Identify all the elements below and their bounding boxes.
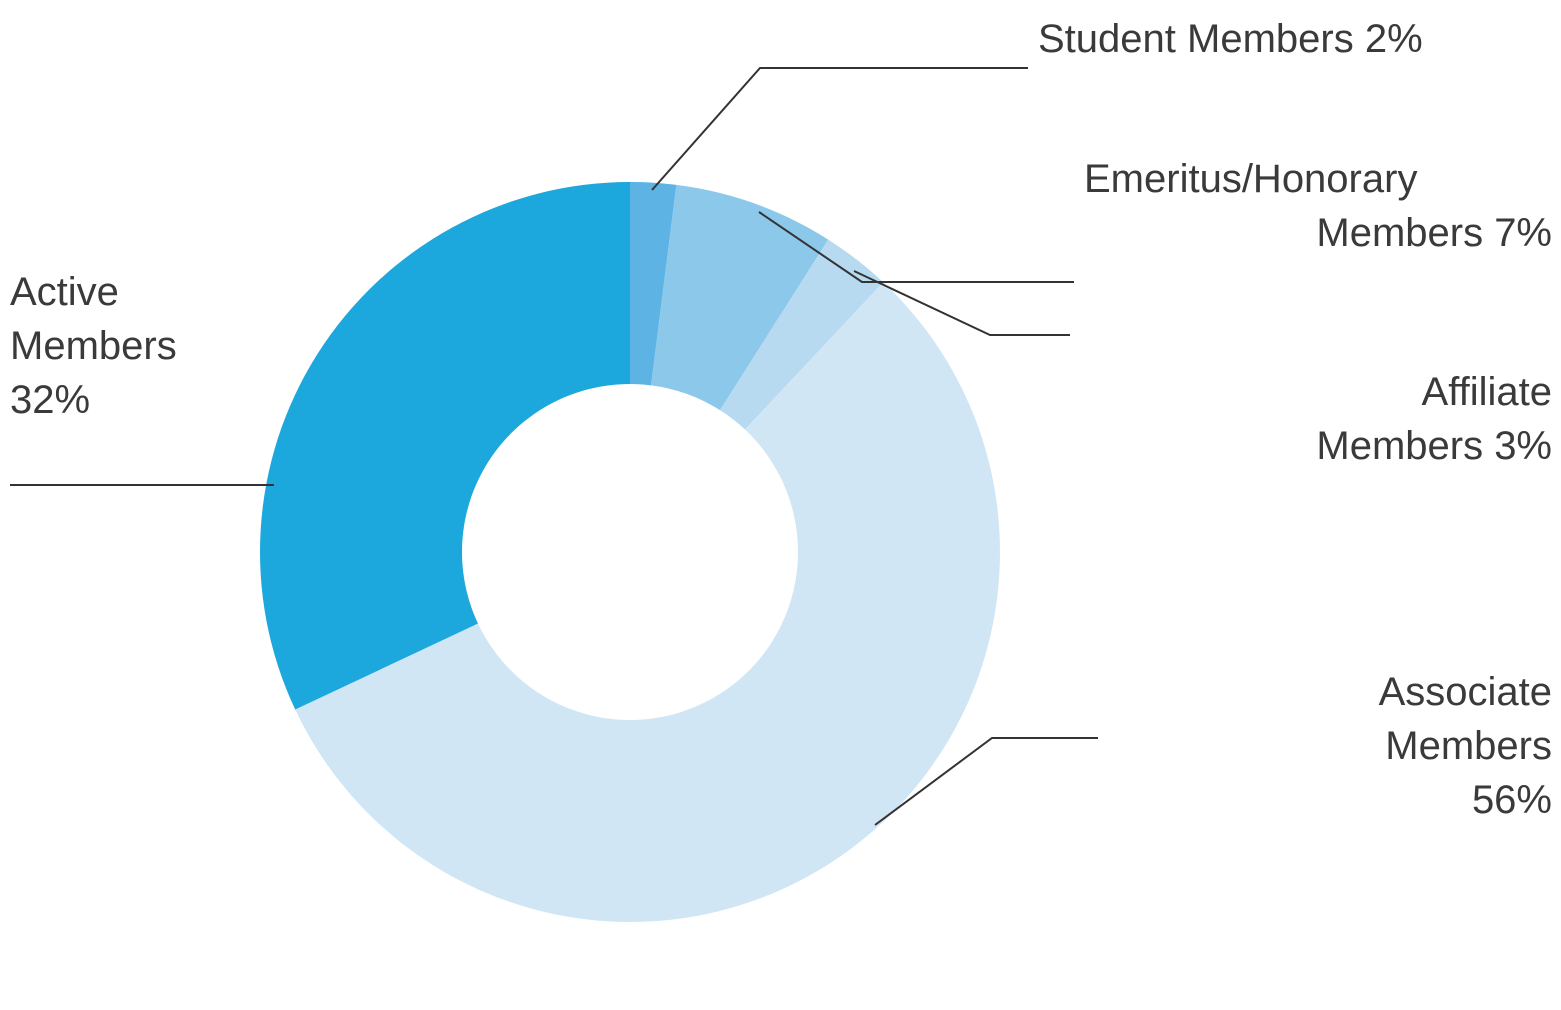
label-active-line2: Members [10, 324, 177, 368]
label-associate-line2: Members [1385, 724, 1552, 768]
label-emeritus-line2: Members 7% [1316, 211, 1552, 255]
label-associate-line3: 56% [1472, 778, 1552, 822]
label-active-line1: Active [10, 270, 119, 314]
label-affiliate-line2: Members 3% [1316, 424, 1552, 468]
label-affiliate-line1: Affiliate [1422, 370, 1552, 414]
membership-donut-chart: Student Members 2% Emeritus/Honorary Membe… [0, 0, 1561, 1010]
label-emeritus-line1: Emeritus/Honorary [1084, 157, 1417, 201]
slice-active [260, 182, 630, 710]
label-active-line3: 32% [10, 378, 90, 422]
label-associate-line1: Associate [1379, 670, 1552, 714]
label-student-line1: Student Members 2% [1038, 17, 1423, 61]
leader-student [652, 68, 1028, 190]
